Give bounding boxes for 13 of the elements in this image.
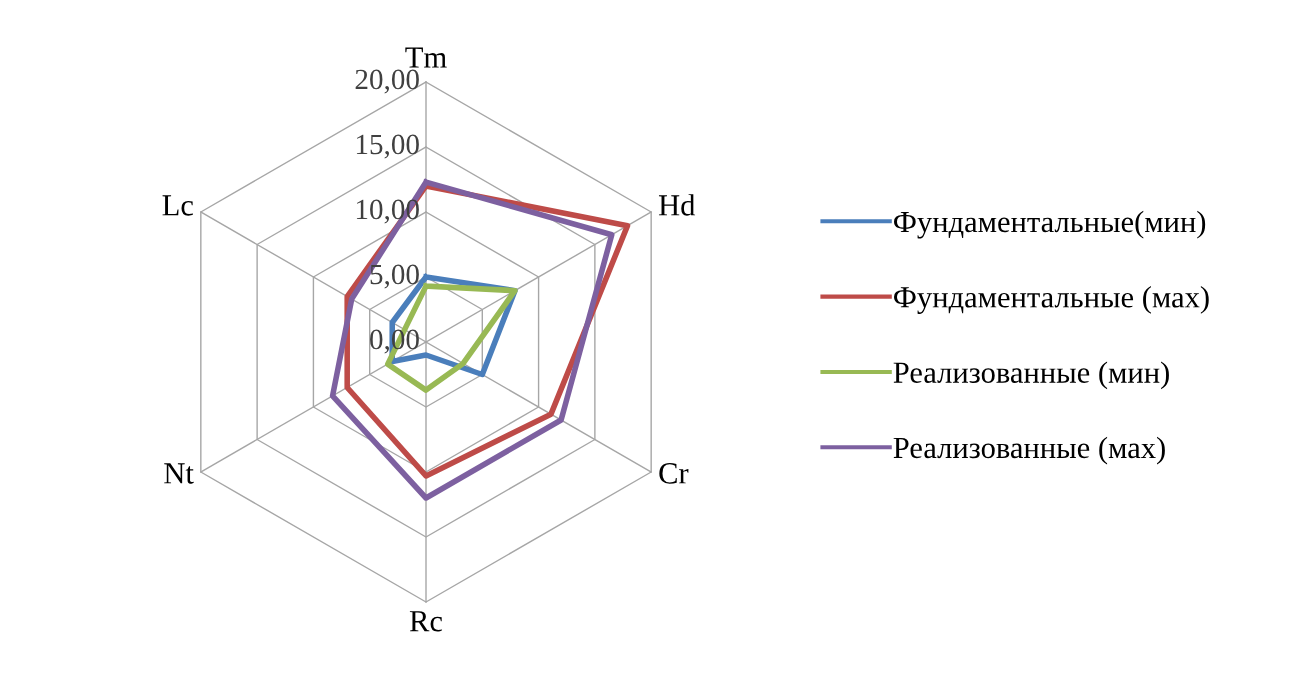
- legend-label: Фундаментальные (мах): [894, 286, 1209, 314]
- spoke-label: Lc: [162, 195, 193, 216]
- spoke-label: Nt: [164, 463, 194, 484]
- spoke-label: Tm: [405, 47, 447, 68]
- spoke-label: Hd: [658, 194, 696, 216]
- legend-label: Фундаментальные(мин): [894, 210, 1206, 239]
- y-tick-label: 5,00: [370, 264, 419, 289]
- legend-label: Реализованные (мин): [893, 361, 1169, 390]
- spoke-label: Cr: [659, 463, 689, 484]
- legend-label: Реализованные (мах): [893, 436, 1165, 465]
- spoke-label: Rc: [409, 611, 443, 632]
- y-tick-label: 20,00: [355, 69, 419, 94]
- y-tick-label: 15,00: [356, 134, 419, 159]
